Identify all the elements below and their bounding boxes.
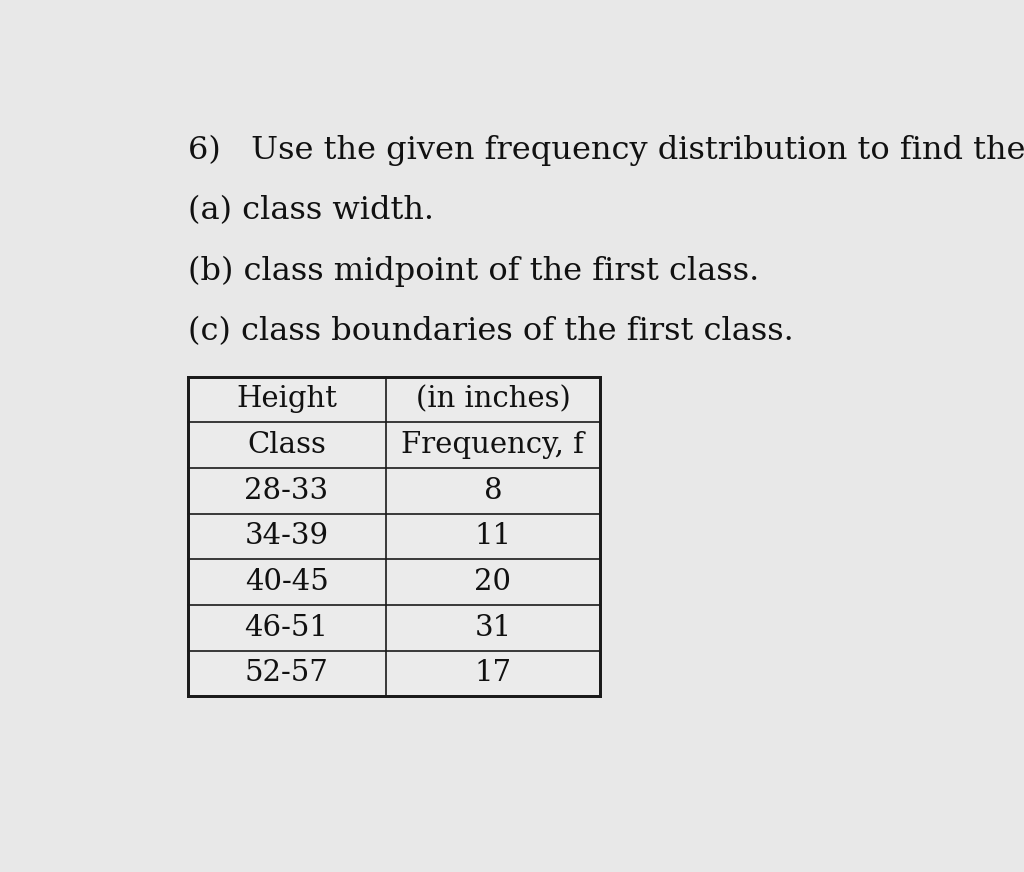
Text: 34-39: 34-39 xyxy=(245,522,329,550)
Text: Height: Height xyxy=(237,385,337,413)
Text: 28-33: 28-33 xyxy=(245,477,329,505)
Text: 40-45: 40-45 xyxy=(245,568,329,596)
Text: (c) class boundaries of the first class.: (c) class boundaries of the first class. xyxy=(187,317,794,347)
Text: 17: 17 xyxy=(474,659,511,687)
Text: (a) class width.: (a) class width. xyxy=(187,195,433,227)
Text: 11: 11 xyxy=(474,522,511,550)
Text: 8: 8 xyxy=(483,477,502,505)
Text: (b) class midpoint of the first class.: (b) class midpoint of the first class. xyxy=(187,255,759,287)
Text: 52-57: 52-57 xyxy=(245,659,329,687)
Text: 20: 20 xyxy=(474,568,511,596)
Text: Frequency, f: Frequency, f xyxy=(401,431,585,459)
Text: Class: Class xyxy=(247,431,326,459)
Text: (in inches): (in inches) xyxy=(416,385,570,413)
Text: 6)   Use the given frequency distribution to find the: 6) Use the given frequency distribution … xyxy=(187,135,1024,166)
Bar xyxy=(187,377,600,696)
Text: 31: 31 xyxy=(474,614,511,642)
Text: 46-51: 46-51 xyxy=(245,614,329,642)
